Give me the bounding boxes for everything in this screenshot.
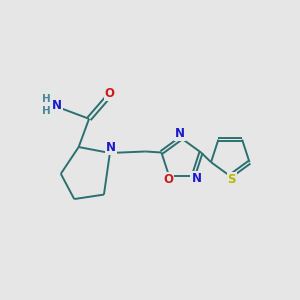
Text: N: N <box>191 172 201 185</box>
Text: S: S <box>227 173 236 186</box>
Text: H: H <box>43 106 51 116</box>
Text: N: N <box>106 141 116 154</box>
Text: N: N <box>52 99 62 112</box>
Text: N: N <box>175 127 185 140</box>
Text: H: H <box>43 94 51 104</box>
Text: O: O <box>164 173 173 186</box>
Text: O: O <box>105 87 115 100</box>
